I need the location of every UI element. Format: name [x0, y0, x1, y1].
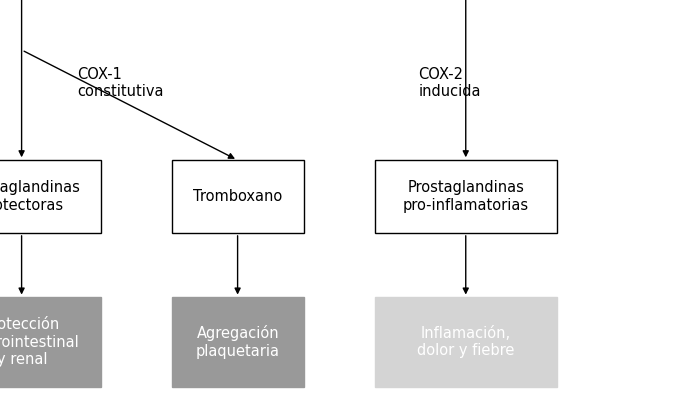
FancyBboxPatch shape — [172, 297, 304, 387]
FancyBboxPatch shape — [172, 160, 304, 233]
Text: Protección
gastrointestinal
y renal: Protección gastrointestinal y renal — [0, 317, 80, 367]
Text: Prostaglandinas
pro-inflamatorias: Prostaglandinas pro-inflamatorias — [403, 181, 529, 213]
Text: Agregación
plaquetaria: Agregación plaquetaria — [196, 325, 280, 359]
Text: COX-1
constitutiva: COX-1 constitutiva — [78, 67, 164, 99]
FancyBboxPatch shape — [0, 297, 101, 387]
Text: COX-2
inducida: COX-2 inducida — [418, 67, 481, 99]
Text: Prostaglandinas
protectoras: Prostaglandinas protectoras — [0, 181, 80, 213]
Text: Inflamación,
dolor y fiebre: Inflamación, dolor y fiebre — [417, 326, 514, 358]
Text: Tromboxano: Tromboxano — [193, 189, 283, 204]
FancyBboxPatch shape — [0, 160, 101, 233]
FancyBboxPatch shape — [375, 297, 557, 387]
FancyBboxPatch shape — [375, 160, 557, 233]
